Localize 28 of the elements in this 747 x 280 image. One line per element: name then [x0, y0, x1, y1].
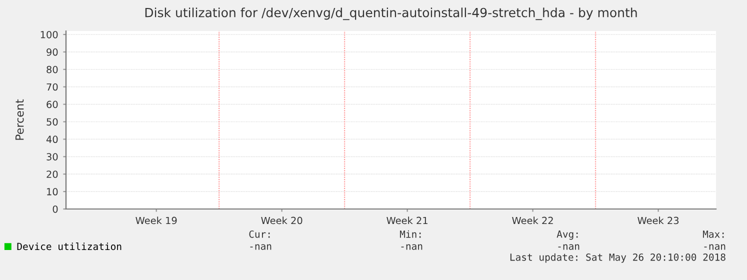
y-tick-label: 0: [52, 205, 58, 213]
y-tick-label: 20: [46, 170, 58, 178]
text: Min:: [400, 230, 421, 238]
text: Last update: Sat May 26 20:10:00 2018: [510, 253, 726, 263]
y-axis-title: Percent: [16, 99, 24, 140]
y-tick-label: 90: [46, 48, 58, 56]
x-tick-label: Week 20: [261, 216, 302, 224]
text: Cur:: [249, 230, 270, 238]
y-tick-label: 40: [46, 136, 58, 144]
chart-title: Disk utilization for /dev/xenvg/d_quentin-autoinstall-49-stretch_hda - by month: [145, 8, 637, 20]
text: -nan: [250, 244, 272, 250]
y-tick-label: 70: [46, 83, 58, 91]
legend-label: Device utilization: [17, 242, 122, 250]
text: -nan: [558, 244, 580, 250]
x-tick-label: Week 23: [638, 216, 679, 224]
x-tick-label: Week 21: [386, 216, 428, 224]
text: -nan: [401, 244, 422, 250]
y-tick-label: 60: [46, 100, 58, 108]
text: Avg:: [556, 230, 578, 240]
text: -nan: [704, 244, 726, 250]
y-tick-label: 10: [47, 188, 58, 196]
text: Max:: [702, 230, 724, 238]
x-tick-label: Week 22: [512, 216, 553, 224]
y-tick-label: 50: [46, 118, 58, 126]
x-tick-label: Week 19: [136, 216, 177, 224]
y-tick-label: 100: [40, 30, 58, 38]
y-tick-label: 30: [46, 153, 58, 160]
y-tick-label: 80: [46, 66, 58, 74]
